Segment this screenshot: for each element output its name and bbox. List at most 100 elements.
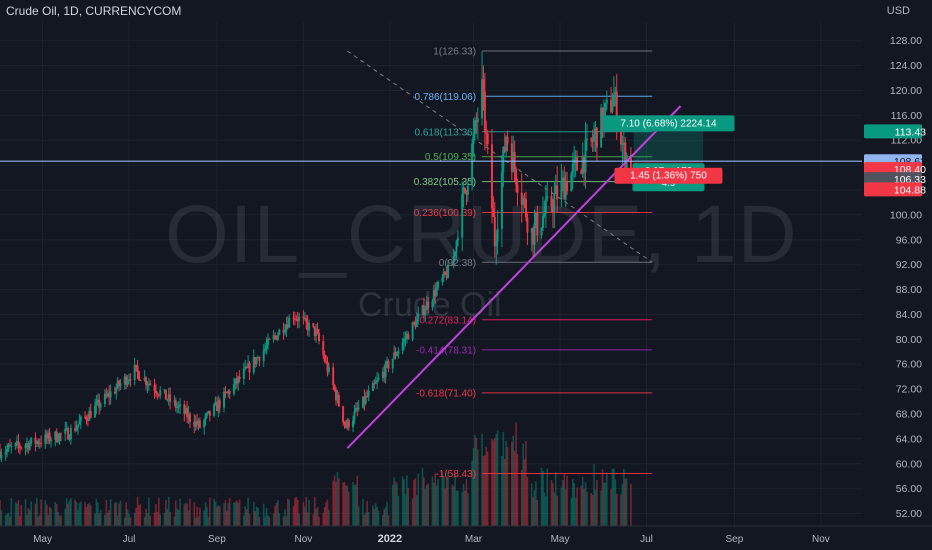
volume-bar: [0, 510, 3, 526]
price-axis-tick: 84.00: [896, 309, 922, 321]
volume-bar: [235, 500, 238, 526]
candle-body: [366, 396, 369, 398]
candle-body: [560, 180, 563, 200]
candle-body: [566, 181, 569, 192]
volume-bar: [407, 487, 410, 526]
volume-bar: [115, 502, 118, 526]
candle-body: [361, 396, 364, 408]
volume-bar: [553, 492, 556, 526]
candle-body: [79, 416, 82, 422]
volume-bar: [570, 497, 573, 526]
volume-bar: [74, 499, 76, 526]
candle-body: [133, 365, 136, 380]
candles: [0, 51, 632, 463]
volume-bar: [68, 500, 71, 526]
volume-bar: [525, 440, 527, 526]
volume-bar: [573, 483, 575, 526]
volume-bar: [108, 509, 110, 526]
volume-bar: [621, 484, 624, 526]
volume-bar: [218, 506, 221, 526]
volume-bar: [574, 497, 577, 526]
volume-bar: [571, 479, 574, 526]
candle-body: [68, 439, 71, 441]
candle-body: [534, 212, 537, 224]
candle-body: [332, 367, 335, 386]
candle-body: [515, 169, 518, 185]
volume-bar: [376, 506, 378, 526]
candle-body: [173, 400, 176, 402]
candle-body: [425, 301, 428, 310]
candle-body: [99, 404, 102, 408]
price-axis-tick: 96.00: [896, 234, 922, 246]
candle-body: [465, 191, 468, 195]
volume-bar: [175, 500, 177, 526]
candle-body: [67, 428, 70, 440]
volume-bar: [228, 497, 231, 526]
volume-bar: [492, 440, 495, 526]
volume-bar: [106, 513, 109, 526]
volume-bar: [563, 474, 566, 526]
volume-bar: [335, 481, 337, 526]
candle-body: [98, 399, 101, 408]
symbol-title[interactable]: Crude Oil, 1D, CURRENCYCOM: [6, 4, 182, 18]
candle-body: [591, 140, 594, 142]
candle-body: [166, 399, 169, 401]
volume-bars: [0, 422, 632, 526]
candle-body: [312, 323, 315, 327]
candle-body: [248, 362, 251, 373]
candle-body: [55, 431, 58, 442]
candle-body: [335, 389, 338, 401]
candle-body: [377, 377, 380, 380]
volume-bar: [126, 509, 129, 526]
candle-body: [346, 420, 349, 428]
volume-bar: [179, 498, 181, 526]
candle-body: [376, 379, 379, 383]
volume-bar: [128, 513, 130, 526]
candle-body: [451, 264, 454, 266]
volume-bar: [234, 502, 237, 526]
volume-bar: [44, 499, 47, 526]
candle-body: [257, 357, 260, 359]
volume-bar: [75, 502, 78, 526]
candle-body: [8, 444, 11, 446]
candle-body: [205, 413, 208, 416]
candle-body: [492, 208, 495, 218]
volume-bar: [189, 498, 191, 526]
volume-bar: [199, 507, 201, 526]
candle-body: [393, 352, 396, 359]
candle-body: [381, 371, 384, 378]
volume-bar: [55, 503, 58, 526]
volume-bar: [452, 486, 455, 526]
candle-body: [188, 413, 191, 422]
volume-bar: [364, 512, 367, 526]
candle-body: [24, 445, 27, 448]
candle-body: [85, 416, 88, 421]
volume-bar: [384, 507, 387, 526]
candle-body: [244, 366, 247, 370]
candle-body: [394, 352, 397, 357]
candle-body: [397, 350, 400, 354]
volume-bar: [193, 502, 196, 526]
volume-bar: [119, 500, 122, 526]
candle-body: [522, 198, 525, 205]
volume-bar: [277, 500, 279, 526]
volume-bar: [457, 490, 459, 526]
volume-bar: [362, 498, 364, 526]
volume-bar: [545, 496, 547, 526]
candle-body: [234, 378, 237, 385]
volume-bar: [583, 488, 585, 526]
candle-body: [454, 251, 457, 256]
volume-bar: [374, 503, 377, 526]
volume-bar: [34, 503, 37, 526]
volume-bar: [224, 500, 227, 526]
volume-bar: [38, 514, 41, 526]
candle-body: [115, 388, 118, 394]
volume-bar: [313, 497, 316, 526]
volume-bar: [143, 516, 146, 526]
candle-body: [25, 443, 28, 446]
candle-body: [543, 213, 546, 216]
candle-body: [323, 354, 326, 362]
volume-bar: [404, 494, 407, 526]
candle-body: [315, 329, 318, 336]
